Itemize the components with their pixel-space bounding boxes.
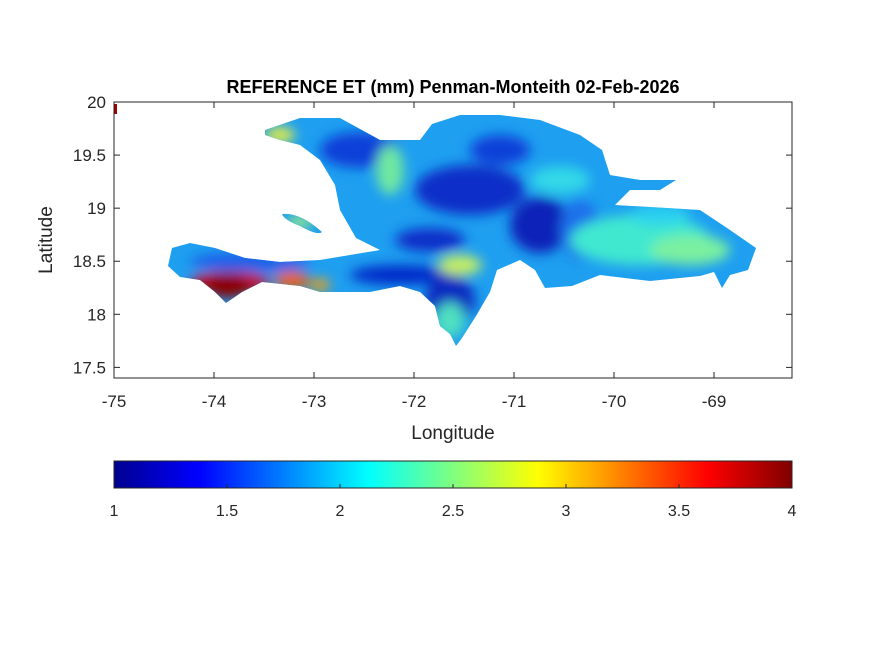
x-axis-label: Longitude <box>411 423 494 444</box>
et-patches <box>190 127 730 338</box>
et-patch <box>265 127 295 143</box>
et-patch <box>510 197 570 253</box>
et-patch <box>206 274 250 298</box>
y-axis-label: Latitude <box>36 206 57 274</box>
et-field <box>190 127 730 338</box>
y-tick-label: 20 <box>87 93 106 112</box>
y-tick-label: 17.5 <box>73 358 106 377</box>
x-tick-label: -69 <box>702 392 727 411</box>
x-tick-label: -71 <box>502 392 527 411</box>
corner-pixel <box>114 104 117 114</box>
et-patch <box>350 265 450 285</box>
colorbar-tick-label: 4 <box>788 503 797 520</box>
et-patch <box>470 135 530 165</box>
x-tick-label: -72 <box>402 392 427 411</box>
et-patch <box>530 166 590 194</box>
colorbar-tick-label: 3.5 <box>668 503 690 520</box>
et-patch <box>310 279 330 291</box>
y-tick-label: 18 <box>87 305 106 324</box>
y-tick-label: 19 <box>87 199 106 218</box>
et-patch <box>435 302 465 338</box>
et-patch <box>190 252 310 272</box>
colorbar-tick-label: 3 <box>562 503 571 520</box>
et-patch <box>415 165 525 215</box>
x-tick-label: -75 <box>102 392 127 411</box>
colorbar-ticks: 1 1.5 2 2.5 3 3.5 4 <box>110 484 797 520</box>
chart-title: REFERENCE ET (mm) Penman-Monteith 02-Feb… <box>226 77 679 97</box>
et-patch <box>650 235 730 265</box>
et-patch <box>630 205 690 225</box>
colorbar-tick-label: 2.5 <box>442 503 464 520</box>
colorbar-tick-label: 1.5 <box>216 503 238 520</box>
et-map <box>114 104 756 346</box>
x-tick-label: -73 <box>302 392 327 411</box>
et-patch <box>286 216 314 228</box>
et-patch <box>395 228 465 252</box>
x-axis: -75 -74 -73 -72 -71 -70 -69 <box>102 102 727 411</box>
et-patch <box>274 272 310 288</box>
y-tick-label: 19.5 <box>73 146 106 165</box>
x-tick-label: -74 <box>202 392 227 411</box>
et-patch <box>438 255 482 275</box>
et-patch <box>376 145 404 195</box>
colorbar <box>113 460 793 489</box>
axes-box <box>113 101 793 379</box>
x-tick-label: -70 <box>602 392 627 411</box>
colorbar-tick-label: 2 <box>336 503 345 520</box>
y-axis: 17.5 18 18.5 19 19.5 20 <box>73 93 792 377</box>
y-tick-label: 18.5 <box>73 252 106 271</box>
colorbar-tick-label: 1 <box>110 503 119 520</box>
